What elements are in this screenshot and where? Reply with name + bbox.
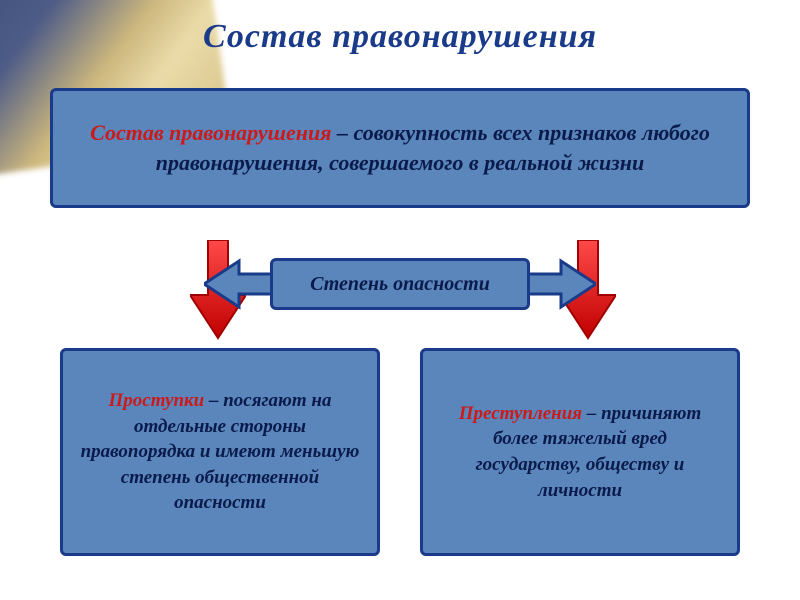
definition-term: Состав правонарушения	[90, 120, 331, 145]
misdemeanors-term: Проступки	[109, 390, 205, 411]
crimes-text: Преступления – причиняют более тяжелый в…	[439, 401, 721, 504]
definition-box: Состав правонарушения – совокупность все…	[50, 88, 750, 208]
diamond-arrow-right	[526, 257, 596, 311]
crimes-term: Преступления	[459, 403, 582, 424]
misdemeanors-text: Проступки – посягают на отдельные сторон…	[79, 388, 361, 516]
crimes-box: Преступления – причиняют более тяжелый в…	[420, 348, 740, 556]
diamond-arrow-left	[204, 257, 274, 311]
degree-of-danger-text: Степень опасности	[310, 271, 490, 298]
misdemeanors-box: Проступки – посягают на отдельные сторон…	[60, 348, 380, 556]
degree-of-danger-box: Степень опасности	[270, 258, 530, 310]
slide-title: Состав правонарушения	[0, 18, 800, 56]
definition-text: Состав правонарушения – совокупность все…	[69, 118, 731, 177]
